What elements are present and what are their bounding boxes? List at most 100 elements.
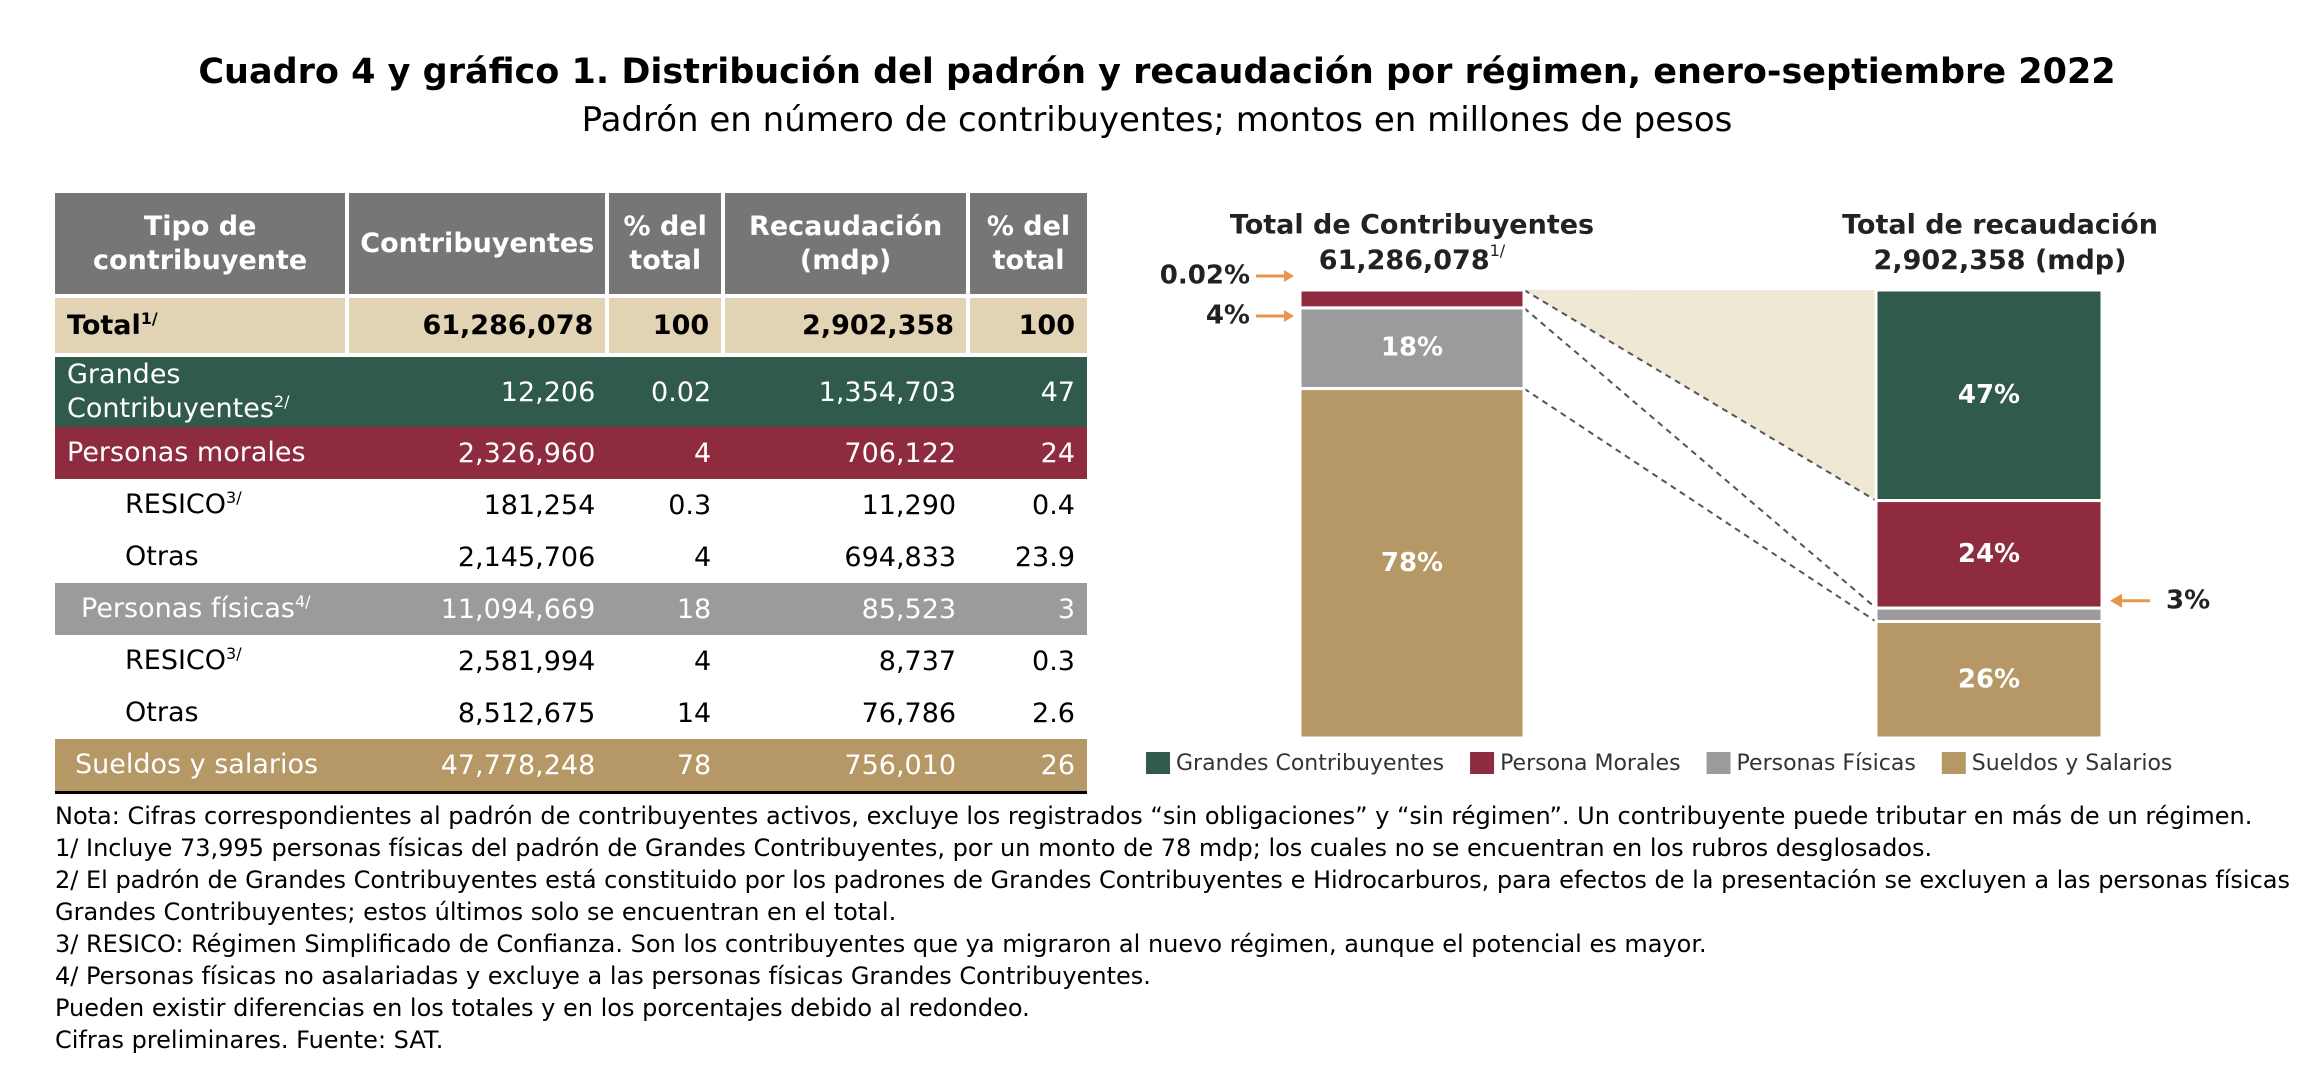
cell: 8,512,675 xyxy=(457,697,596,729)
table-row: Sueldos y salarios 47,778,248 78 756,010 26 xyxy=(55,739,1087,794)
row-label: RESICO3/ xyxy=(55,479,347,531)
cell: 4 xyxy=(693,541,712,573)
cell: 2,145,706 xyxy=(457,541,596,573)
cell: 11,094,669 xyxy=(347,583,608,635)
cell: 24 xyxy=(968,427,1087,479)
bar-segment xyxy=(1298,306,1526,391)
cell: 12,206 xyxy=(347,355,608,427)
title: Cuadro 4 y gráfico 1. Distribución del p… xyxy=(198,52,2116,92)
note: 4/ Personas físicas no asalariadas y exc… xyxy=(55,962,1151,990)
connector-line xyxy=(1523,307,1877,609)
value-label: 47% xyxy=(1958,380,2020,410)
table-row: RESICO3/181,254 0.3 11,290 0.4 xyxy=(55,479,1087,531)
footnote-ref: 1/ xyxy=(140,308,158,328)
cell: 2.6 xyxy=(1032,697,1075,729)
legend-label: Persona Morales xyxy=(1500,751,1680,776)
column-header: Tipo de contribuyente xyxy=(55,193,350,298)
footnote-ref: 4/ xyxy=(294,592,311,611)
value-label: 26% xyxy=(1958,664,2020,694)
cell: 2,581,994 xyxy=(457,645,596,677)
connector-line xyxy=(1523,289,1877,502)
category-label: Total de recaudación xyxy=(1842,210,2158,241)
row-label-text: Personas morales xyxy=(67,437,306,468)
table: Tipo de contribuyente Contribuyentes % del… xyxy=(55,193,1087,794)
value-label: 3% xyxy=(2166,585,2210,615)
row-label-text: Grandes Contribuyentes xyxy=(67,359,274,424)
legend-label: Sueldos y Salarios xyxy=(1972,751,2173,776)
cell: 100 xyxy=(607,296,726,357)
cell: 11,290 xyxy=(861,489,957,521)
row-label-text: Total xyxy=(67,309,141,341)
row-label-text: Personas físicas xyxy=(81,593,295,624)
cell: 756,010 xyxy=(723,739,969,794)
note: 3/ RESICO: Régimen Simplificado de Confi… xyxy=(55,930,1707,958)
arrow-head xyxy=(1284,309,1294,322)
table-row: Otras 2,145,706 4 694,833 23.9 xyxy=(55,531,1087,583)
row-label: Otras xyxy=(55,687,347,739)
connector-line xyxy=(1523,387,1877,623)
row-label-text: Otras xyxy=(125,697,199,728)
footnote-ref: 2/ xyxy=(273,392,290,411)
footnote-ref: 3/ xyxy=(226,644,242,663)
note: Nota: Cifras correspondientes al padrón … xyxy=(55,802,2253,830)
row-label: Personas morales xyxy=(55,427,348,479)
cell: 3 xyxy=(968,583,1087,635)
column-header: % del total xyxy=(968,193,1087,298)
value-label: 0.02% xyxy=(1160,260,1250,290)
cell: 4 xyxy=(607,427,724,479)
cell: 14 xyxy=(676,697,712,729)
cell: 18 xyxy=(607,583,724,635)
row-label: Grandes Contribuyentes2/ xyxy=(55,355,348,427)
row-label: Otras xyxy=(55,531,347,583)
legend-swatch xyxy=(1470,752,1495,774)
column-header: Recaudación (mdp) xyxy=(723,193,971,298)
footnote-ref: 1/ xyxy=(1490,241,1506,260)
arrow-head xyxy=(2110,593,2122,608)
cell: 61,286,078 xyxy=(347,296,610,357)
cell: 85,523 xyxy=(723,583,969,635)
cell: 76,786 xyxy=(861,697,957,729)
bar-segment xyxy=(1874,620,2104,740)
row-label-text: RESICO xyxy=(125,489,227,520)
value-label: 78% xyxy=(1381,548,1443,578)
footnote-ref: 3/ xyxy=(226,488,242,507)
note: Cifras preliminares. Fuente: SAT. xyxy=(55,1026,444,1054)
row-label: Sueldos y salarios xyxy=(55,739,348,794)
bar-segment xyxy=(1874,606,2104,624)
note: 2/ El padrón de Grandes Contribuyentes e… xyxy=(55,866,2290,926)
row-label-text: RESICO xyxy=(125,645,227,676)
cell: 0.3 xyxy=(1032,645,1075,677)
cell: 181,254 xyxy=(483,489,596,521)
table-row: RESICO3/2,581,994 4 8,737 0.3 xyxy=(55,635,1087,687)
arrow-head xyxy=(1284,269,1294,282)
value-label: 18% xyxy=(1381,333,1443,363)
category-total: 2,902,358 (mdp) xyxy=(1874,245,2127,276)
cell: 8,737 xyxy=(878,645,957,677)
cell: 2,326,960 xyxy=(347,427,608,479)
notes: Nota: Cifras correspondientes al padrón … xyxy=(55,800,2290,1056)
row-label: RESICO3/ xyxy=(55,635,347,687)
value-label: 4% xyxy=(1206,300,1250,330)
bar-segment xyxy=(1298,288,1526,310)
cell: 26 xyxy=(968,739,1087,794)
category-total: 61,286,0781/ xyxy=(1319,241,1506,276)
cell: 100 xyxy=(968,296,1087,357)
bar-segment xyxy=(1298,387,1526,740)
bar-segment xyxy=(1874,288,2104,503)
legend-label: Personas Físicas xyxy=(1737,751,1916,776)
legend-swatch xyxy=(1146,752,1170,774)
table-row: Personas morales 2,326,960 4 706,122 24 xyxy=(55,427,1087,479)
cell: 694,833 xyxy=(844,541,957,573)
value-label: 24% xyxy=(1958,539,2020,569)
connector-area xyxy=(1524,289,1876,501)
table-row: Personas físicas4/11,094,669 18 85,523 3 xyxy=(55,583,1087,635)
cell: 78 xyxy=(607,739,724,794)
cell: 2,902,358 xyxy=(723,296,971,357)
row-label: Personas físicas4/ xyxy=(55,583,348,635)
table-row: Total1/61,286,078 100 2,902,358 100 xyxy=(55,296,1087,357)
cell: 0.3 xyxy=(668,489,712,521)
cell: 1,354,703 xyxy=(723,355,969,427)
cell: 706,122 xyxy=(723,427,969,479)
column-header: Contribuyentes xyxy=(347,193,610,298)
